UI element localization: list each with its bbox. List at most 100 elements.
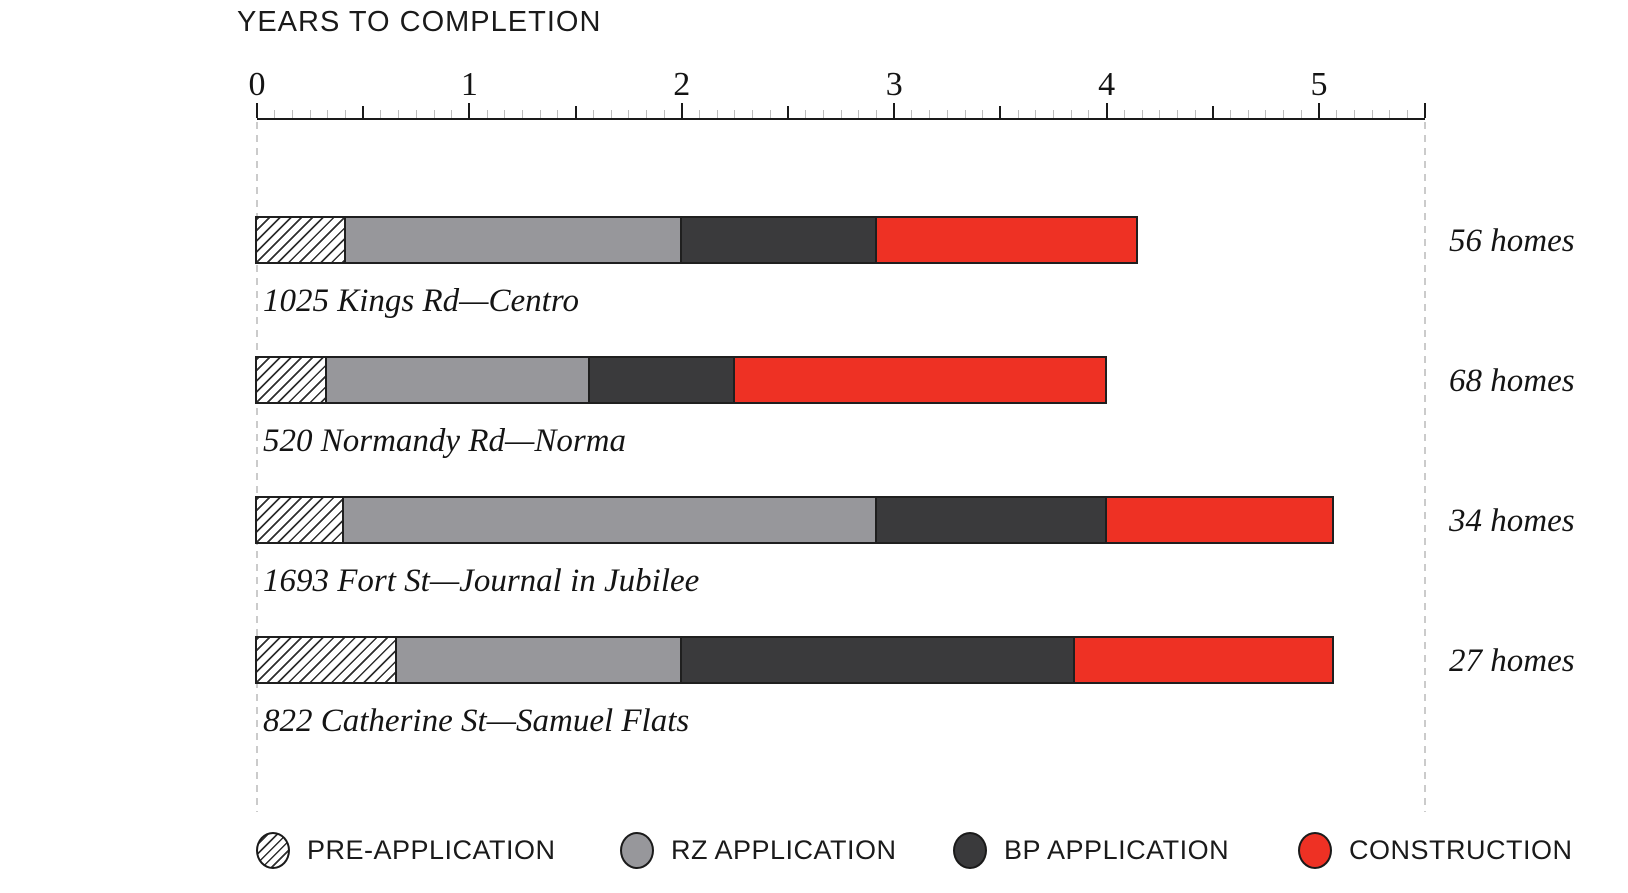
axis-minor-tick	[769, 110, 771, 118]
axis-minor-tick	[592, 110, 594, 118]
axis-minor-tick	[699, 110, 700, 118]
axis-major-tick	[256, 103, 258, 118]
legend-swatch-icon	[256, 832, 290, 869]
axis-minor-tick	[1194, 110, 1196, 118]
axis-minor-tick	[610, 110, 612, 118]
bar-row	[255, 496, 1334, 544]
axis-minor-tick	[380, 110, 382, 118]
axis-minor-tick	[415, 110, 417, 118]
legend-item: PRE-APPLICATION	[256, 832, 556, 869]
chart-title: YEARS TO COMPLETION	[237, 6, 602, 38]
axis-medium-tick	[574, 106, 577, 118]
bar-label: 520 Normandy Rd—Norma	[263, 423, 627, 459]
axis-medium-tick	[787, 106, 789, 118]
bar-row	[255, 356, 1107, 404]
bar-segment-bp-application	[875, 496, 1107, 544]
axis-minor-tick	[840, 110, 842, 118]
legend-label: PRE-APPLICATION	[307, 835, 556, 865]
axis-minor-tick	[1407, 110, 1408, 118]
axis-minor-tick	[1141, 110, 1143, 118]
axis-minor-tick	[398, 110, 400, 118]
bar-label: 1025 Kings Rd—Centro	[263, 283, 579, 319]
axis-minor-tick	[1017, 110, 1019, 118]
x-axis-line	[257, 118, 1426, 120]
axis-major-tick	[680, 103, 683, 118]
axis-tick-label: 3	[885, 66, 903, 103]
axis-major-tick	[1105, 103, 1108, 118]
bar-segment-bp-application	[679, 636, 1075, 684]
bar-segment-rz-application	[395, 636, 682, 684]
axis-minor-tick	[557, 110, 559, 118]
legend-label: BP APPLICATION	[1004, 835, 1230, 865]
axis-minor-tick	[1123, 110, 1125, 118]
bar-segment-pre-application	[255, 496, 345, 544]
axis-tick-label: 4	[1098, 66, 1116, 103]
axis-minor-tick	[645, 110, 647, 118]
axis-tick-label: 2	[673, 66, 691, 103]
axis-minor-tick	[1283, 110, 1285, 118]
axis-medium-tick	[1211, 106, 1214, 118]
axis-major-tick	[1424, 103, 1427, 118]
axis-minor-tick	[345, 110, 346, 118]
bar-segment-pre-application	[255, 356, 328, 404]
gridline-end	[1424, 122, 1427, 812]
homes-label: 56 homes	[1449, 223, 1575, 259]
axis-minor-tick	[1176, 110, 1178, 118]
bar-row	[255, 216, 1139, 264]
axis-minor-tick	[982, 110, 984, 118]
gridline-zero	[256, 122, 258, 812]
axis-tick-label: 1	[460, 66, 478, 103]
axis-minor-tick	[451, 110, 453, 118]
axis-minor-tick	[1088, 110, 1090, 118]
axis-minor-tick	[663, 110, 665, 118]
axis-minor-tick	[929, 110, 931, 118]
axis-medium-tick	[999, 106, 1002, 118]
axis-minor-tick	[1159, 110, 1161, 118]
axis-minor-tick	[433, 110, 435, 118]
bar-segment-rz-application	[342, 496, 878, 544]
bar-segment-pre-application	[255, 216, 347, 264]
homes-label: 34 homes	[1449, 503, 1575, 539]
axis-minor-tick	[628, 110, 630, 118]
bar-segment-construction	[732, 356, 1107, 404]
bar-label: 1693 Fort St—Journal in Jubilee	[263, 563, 700, 599]
axis-minor-tick	[752, 110, 754, 118]
axis-minor-tick	[1035, 110, 1037, 118]
bar-segment-construction	[1072, 636, 1334, 684]
axis-minor-tick	[876, 110, 877, 118]
axis-minor-tick	[1247, 110, 1249, 118]
axis-minor-tick	[327, 110, 329, 118]
axis-minor-tick	[1371, 110, 1373, 118]
bar-segment-construction	[875, 216, 1139, 264]
homes-label: 68 homes	[1449, 363, 1575, 399]
axis-minor-tick	[946, 110, 948, 118]
axis-minor-tick	[805, 110, 807, 118]
bar-segment-rz-application	[325, 356, 591, 404]
axis-minor-tick	[716, 110, 718, 118]
legend-item: CONSTRUCTION	[1298, 832, 1573, 869]
bar-segment-bp-application	[588, 356, 735, 404]
axis-minor-tick	[291, 110, 293, 118]
axis-major-tick	[893, 103, 896, 118]
axis-minor-tick	[1300, 110, 1302, 118]
axis-minor-tick	[486, 110, 488, 118]
axis-minor-tick	[822, 110, 824, 118]
axis-minor-tick	[1070, 110, 1072, 118]
axis-tick-label: 0	[248, 66, 266, 103]
axis-minor-tick	[858, 110, 860, 118]
axis-major-tick	[468, 103, 471, 118]
bar-segment-bp-application	[679, 216, 878, 264]
axis-minor-tick	[274, 110, 276, 118]
axis-minor-tick	[734, 110, 736, 118]
axis-minor-tick	[1353, 110, 1355, 118]
axis-tick-label: 5	[1310, 66, 1328, 103]
axis-minor-tick	[309, 110, 311, 118]
bar-label: 822 Catherine St—Samuel Flats	[263, 703, 690, 739]
legend-label: CONSTRUCTION	[1349, 835, 1573, 865]
axis-minor-tick	[911, 110, 913, 118]
axis-minor-tick	[1053, 110, 1054, 118]
bar-segment-rz-application	[344, 216, 682, 264]
legend-swatch-icon	[953, 832, 987, 869]
